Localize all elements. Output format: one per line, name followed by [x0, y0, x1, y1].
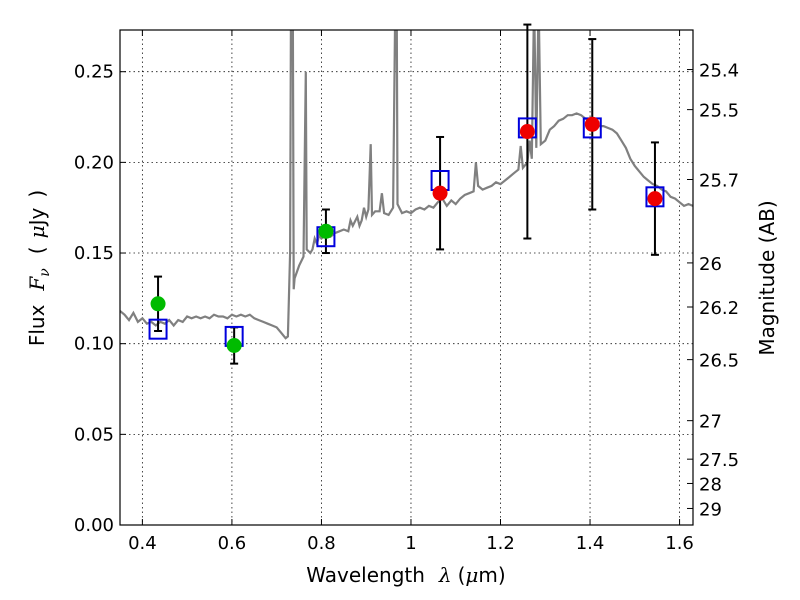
x-tick-label: 0.6 — [218, 533, 247, 554]
spectrum-line — [120, 30, 693, 340]
model-spectrum — [120, 30, 693, 340]
mag-tick-label: 25.4 — [699, 61, 739, 82]
plot-frame — [119, 29, 694, 526]
mag-tick-label: 27 — [699, 412, 722, 433]
observed-points — [150, 116, 663, 353]
x-tick-label: 1 — [405, 533, 416, 554]
y-tick-label: 0.10 — [74, 334, 114, 355]
x-tick-label: 0.8 — [307, 533, 336, 554]
x-tick-label: 1.2 — [486, 533, 515, 554]
x-tick-label: 1.4 — [576, 533, 605, 554]
x-tick-label: 0.4 — [128, 533, 157, 554]
grid-lines — [120, 30, 693, 526]
error-bars — [154, 23, 659, 365]
mag-tick-label: 29 — [699, 499, 722, 520]
y-tick-label: 0.25 — [74, 62, 114, 83]
y-tick-label: 0.15 — [74, 243, 114, 264]
y-tick-label: 0.05 — [74, 424, 114, 445]
model-box — [645, 186, 665, 208]
model-box — [148, 318, 168, 340]
axis-ticks: 0.4 0.6 0.8 1 1.2 1.4 1.6 0.00 0.05 0.10 0.15 0.20 0… — [74, 30, 739, 554]
y-tick-label: 0.20 — [74, 152, 114, 173]
mag-tick-label: 28 — [699, 474, 722, 495]
mag-tick-label: 26.5 — [699, 351, 739, 372]
x-axis-label: Wavelength λ (μm) — [306, 563, 505, 587]
observed-point — [432, 185, 448, 201]
observed-point — [318, 223, 334, 239]
y-axis-label: FluxFν(μJy) — [25, 190, 53, 346]
observed-point — [584, 116, 600, 132]
observed-point — [647, 191, 663, 207]
mag-tick-label: 25.7 — [699, 171, 739, 192]
model-photometry-boxes — [148, 117, 665, 347]
y-tick-label: 0.00 — [74, 515, 114, 536]
mag-tick-label: 26 — [699, 254, 722, 275]
observed-point — [150, 296, 166, 312]
y2-axis-label: Magnitude (AB) — [755, 200, 779, 355]
mag-tick-label: 25.5 — [699, 101, 739, 122]
x-tick-label: 1.6 — [665, 533, 694, 554]
mag-tick-label: 27.5 — [699, 450, 739, 471]
observed-point — [226, 337, 242, 353]
observed-point — [519, 124, 535, 140]
mag-tick-label: 26.2 — [699, 298, 739, 319]
